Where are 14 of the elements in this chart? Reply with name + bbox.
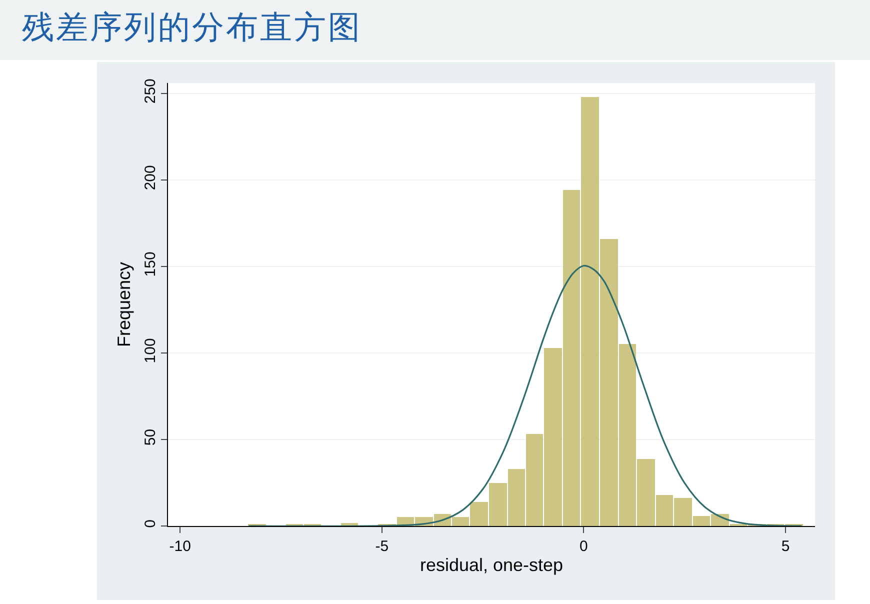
line-series bbox=[248, 264, 802, 526]
x-tick-label: -5 bbox=[375, 538, 389, 555]
y-tick-label: 100 bbox=[142, 338, 159, 364]
x-tick-label: 5 bbox=[781, 538, 790, 555]
x-tick-label: -10 bbox=[169, 538, 191, 555]
y-tick-label: 150 bbox=[142, 252, 159, 277]
y-tick-label: 0 bbox=[142, 520, 159, 528]
x-axis-title: residual, one-step bbox=[420, 555, 564, 576]
x-tick-label: 0 bbox=[580, 538, 588, 555]
y-tick-label: 50 bbox=[142, 428, 159, 446]
y-tick-label: 200 bbox=[142, 165, 159, 190]
chart-title: 残差序列的分布直方图 bbox=[22, 7, 362, 48]
y-tick-label: 250 bbox=[142, 78, 159, 104]
y-axis-title: Frequency bbox=[114, 262, 134, 348]
